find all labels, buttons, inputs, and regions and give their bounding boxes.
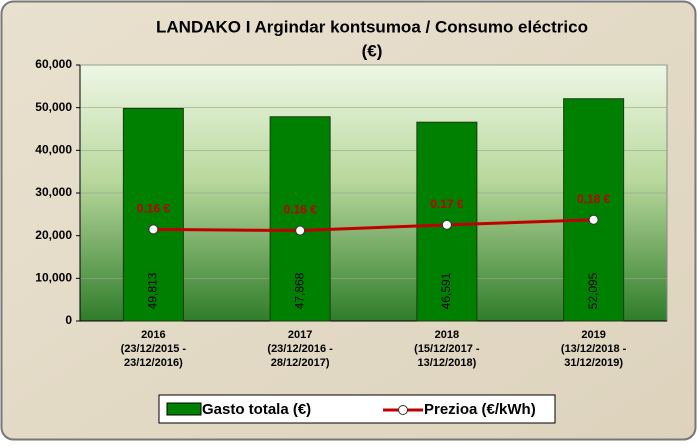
x-tick-label: (23/12/2016 - xyxy=(267,343,333,355)
bar-value-label: 52,095 xyxy=(586,272,600,309)
x-tick-label: 31/12/2019) xyxy=(564,357,623,369)
y-tick-label: 60,000 xyxy=(35,57,72,71)
bar-value-label: 47,868 xyxy=(292,272,306,309)
x-tick-label: 2019 xyxy=(581,329,605,341)
legend-label: Gasto totala (€) xyxy=(202,401,311,418)
bar-value-label: 49,813 xyxy=(146,272,160,309)
x-tick-label: (23/12/2015 - xyxy=(121,343,187,355)
x-tick-label: 23/12/2016) xyxy=(124,357,183,369)
chart-title: (€) xyxy=(362,41,383,60)
legend xyxy=(158,394,556,424)
y-tick-label: 30,000 xyxy=(35,185,72,199)
line-marker xyxy=(148,224,159,235)
line-marker xyxy=(588,214,599,225)
y-tick-label: 50,000 xyxy=(35,100,72,114)
x-tick-label: 2018 xyxy=(435,329,459,341)
y-tick-label: 20,000 xyxy=(35,228,72,242)
bar-value-label: 46,591 xyxy=(439,272,453,309)
line-value-label: 0.16 € xyxy=(283,203,317,217)
bar xyxy=(269,116,331,322)
bar xyxy=(563,98,625,322)
x-tick-label: (15/12/2017 - xyxy=(414,343,480,355)
y-tick-label: 40,000 xyxy=(35,143,72,157)
chart-title: LANDAKO I Argindar kontsumoa / Consumo e… xyxy=(156,17,588,36)
legend-label: Prezioa (€/kWh) xyxy=(424,401,536,418)
y-tick-label: 0 xyxy=(65,313,72,327)
legend-swatch xyxy=(166,402,202,416)
x-tick-label: 13/12/2018) xyxy=(418,357,477,369)
x-tick-label: 2016 xyxy=(141,329,165,341)
y-tick-label: 10,000 xyxy=(35,271,72,285)
line-value-label: 0.18 € xyxy=(577,192,611,206)
x-tick-label: 2017 xyxy=(288,329,312,341)
bar xyxy=(122,107,184,322)
x-tick-label: (13/12/2018 - xyxy=(561,343,627,355)
x-tick-label: 28/12/2017) xyxy=(271,357,330,369)
line-marker xyxy=(295,225,306,236)
line-marker xyxy=(441,219,452,230)
line-value-label: 0.17 € xyxy=(430,197,464,211)
line xyxy=(153,218,594,233)
line-value-label: 0.16 € xyxy=(137,202,171,216)
legend-marker xyxy=(398,405,408,415)
